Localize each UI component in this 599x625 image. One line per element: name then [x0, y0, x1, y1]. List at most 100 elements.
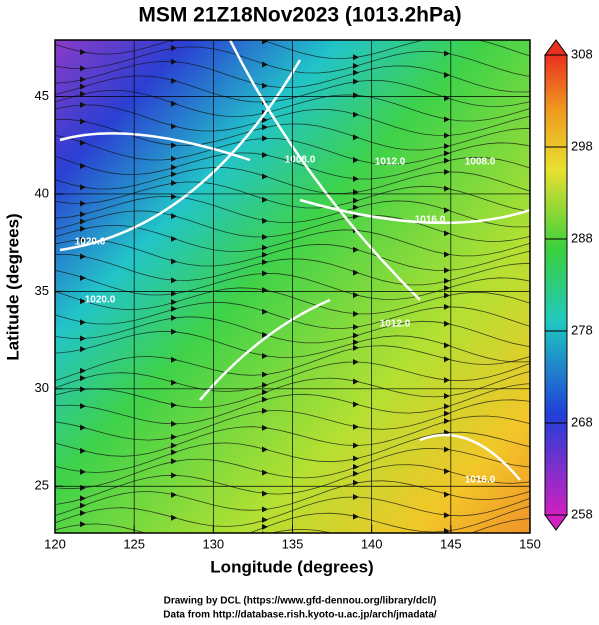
stream-arrow	[171, 58, 177, 65]
streamline	[55, 89, 530, 122]
stream-arrow	[353, 537, 359, 543]
streamline	[55, 270, 530, 300]
stream-arrow	[353, 204, 359, 211]
isobar-label: 1016.0	[415, 215, 446, 226]
stream-arrow	[535, 74, 541, 80]
stream-arrow	[80, 367, 86, 374]
stream-arrow	[444, 512, 450, 519]
streamline	[270, 518, 530, 533]
stream-arrow	[535, 477, 541, 483]
isobar-label: 1020.0	[75, 237, 106, 248]
stream-arrow	[353, 78, 359, 85]
streamline	[55, 330, 530, 363]
stream-arrow	[171, 514, 177, 521]
streamline	[55, 253, 530, 286]
stream-arrow	[444, 34, 450, 40]
stream-arrow	[171, 449, 177, 456]
stream-arrow	[262, 40, 268, 45]
stream-arrow	[444, 403, 450, 410]
streamline	[55, 464, 530, 505]
isobar-label: 1012.0	[380, 319, 411, 330]
stream-arrow	[444, 393, 450, 400]
streamline	[55, 447, 530, 490]
streamline	[55, 75, 530, 107]
isobar-label: 1008.0	[465, 157, 496, 168]
stream-arrow	[171, 537, 177, 543]
stream-arrow	[80, 298, 86, 305]
stream-arrow	[80, 468, 86, 475]
stream-arrow	[171, 179, 177, 186]
stream-arrow	[80, 236, 86, 243]
streamline	[55, 505, 530, 533]
stream-arrow	[171, 402, 177, 409]
colorbar-tick-label: 298	[571, 138, 593, 153]
stream-arrow	[262, 446, 268, 453]
stream-arrow	[171, 299, 177, 306]
stream-arrow	[171, 556, 177, 562]
stream-arrow	[262, 82, 268, 89]
stream-arrow	[353, 493, 359, 500]
streamline	[55, 496, 530, 527]
streamline	[55, 287, 530, 315]
stream-arrow	[80, 495, 86, 502]
stream-arrow	[353, 401, 359, 408]
stream-arrow	[444, 342, 450, 349]
stream-arrow	[171, 491, 177, 498]
y-tick-label: 35	[35, 283, 49, 298]
stream-arrow	[535, 446, 541, 452]
stream-arrow	[535, 357, 541, 363]
stream-arrow	[353, 479, 359, 486]
x-tick-label: 140	[361, 536, 383, 551]
footer-line: Drawing by DCL (https://www.gfd-dennou.o…	[164, 596, 437, 607]
streamline	[55, 46, 530, 77]
stream-arrow	[444, 303, 450, 310]
stream-arrow	[444, 377, 450, 384]
stream-arrow	[171, 420, 177, 427]
stream-arrow	[444, 72, 450, 79]
stream-arrow	[262, 371, 268, 378]
stream-arrow	[171, 328, 177, 335]
stream-arrow	[444, 417, 450, 424]
stream-arrow	[444, 527, 450, 533]
isobar-label: 1008.0	[285, 155, 316, 166]
stream-arrow	[80, 346, 86, 353]
stream-arrow	[535, 366, 541, 372]
stream-arrow	[262, 116, 268, 123]
stream-arrow	[535, 96, 541, 102]
stream-arrow	[262, 389, 268, 396]
streamline	[55, 431, 530, 473]
stream-arrow	[262, 61, 268, 68]
stream-arrow	[353, 344, 359, 351]
stream-arrow	[444, 185, 450, 192]
stream-arrow	[171, 442, 177, 449]
stream-arrow	[535, 56, 541, 62]
stream-arrow	[353, 310, 359, 317]
y-tick-label: 25	[35, 478, 49, 493]
streamline	[55, 399, 530, 441]
stream-arrow	[444, 143, 450, 150]
stream-arrow	[262, 233, 268, 240]
stream-arrow	[80, 386, 86, 393]
stream-arrow	[353, 332, 359, 339]
stream-arrow	[535, 400, 541, 406]
stream-arrow	[80, 225, 86, 232]
stream-arrow	[535, 126, 541, 132]
isobar-label: 1016.0	[465, 475, 496, 486]
stream-arrow	[444, 50, 450, 57]
stream-arrow	[444, 267, 450, 274]
y-tick-label: 30	[35, 380, 49, 395]
isobar	[199, 298, 331, 401]
stream-arrow	[80, 509, 86, 516]
streamline	[55, 210, 530, 242]
stream-arrow	[535, 238, 541, 244]
stream-arrow	[262, 173, 268, 180]
stream-arrow	[353, 442, 359, 449]
isobar-label: 1020.0	[85, 295, 116, 306]
stream-arrow	[80, 502, 86, 509]
stream-arrow	[171, 45, 177, 52]
stream-arrow	[353, 111, 359, 118]
stream-arrow	[535, 357, 541, 363]
stream-arrow	[171, 379, 177, 386]
stream-arrow	[171, 213, 177, 220]
